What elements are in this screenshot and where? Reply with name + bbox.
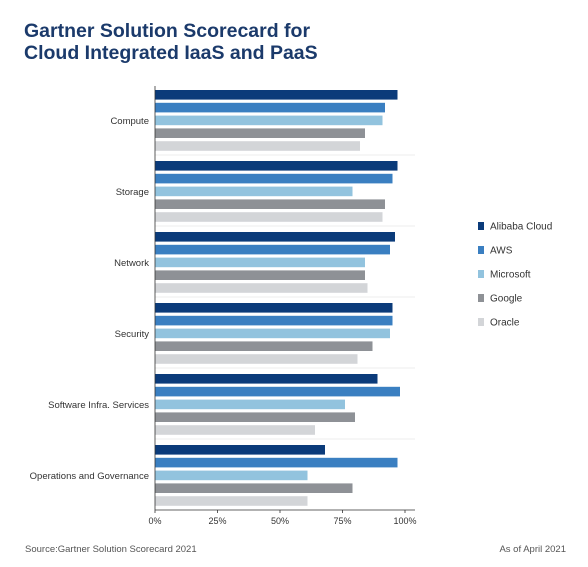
legend-label: Google (490, 294, 523, 305)
bar-aws-software-infra-services (155, 386, 400, 397)
bar-oracle-operations-and-governance (155, 496, 308, 506)
date-note: As of April 2021 (499, 544, 566, 555)
bar-microsoft-software-infra-services (155, 399, 345, 410)
source-note: Source:Gartner Solution Scorecard 2021 (25, 544, 197, 555)
legend-label: Oracle (490, 318, 520, 329)
bar-aws-storage (155, 173, 393, 184)
bar-aws-network (155, 244, 390, 255)
bar-alibaba-cloud-network (155, 232, 395, 242)
legend-label: Microsoft (490, 270, 531, 281)
bar-google-operations-and-governance (155, 483, 353, 493)
bar-aws-compute (155, 102, 385, 113)
bar-google-network (155, 270, 365, 280)
legend-swatch (478, 246, 484, 254)
category-label: Security (115, 329, 150, 340)
bar-google-compute (155, 128, 365, 138)
category-label: Operations and Governance (30, 471, 149, 482)
bar-aws-operations-and-governance (155, 457, 398, 468)
category-label: Network (114, 258, 149, 269)
bar-microsoft-storage (155, 186, 353, 197)
legend-swatch (478, 222, 484, 230)
category-label: Storage (116, 187, 149, 198)
legend-swatch (478, 270, 484, 278)
category-label: Software Infra. Services (48, 400, 149, 411)
bar-alibaba-cloud-operations-and-governance (155, 445, 325, 455)
chart-title-line-1: Gartner Solution Scorecard for (24, 20, 311, 42)
legend-swatch (478, 294, 484, 302)
bar-oracle-network (155, 283, 368, 293)
bar-microsoft-compute (155, 115, 383, 126)
bar-alibaba-cloud-software-infra-services (155, 374, 378, 384)
bar-oracle-security (155, 354, 358, 364)
x-tick-label: 0% (148, 516, 161, 526)
bar-google-software-infra-services (155, 412, 355, 422)
bar-oracle-storage (155, 212, 383, 222)
x-tick-label: 25% (208, 516, 226, 526)
bar-oracle-software-infra-services (155, 425, 315, 435)
x-tick-label: 100% (393, 516, 416, 526)
bar-microsoft-network (155, 257, 365, 268)
category-label: Compute (110, 116, 149, 127)
bar-aws-security (155, 315, 393, 326)
legend-label: Alibaba Cloud (490, 222, 552, 233)
x-tick-label: 75% (333, 516, 351, 526)
legend-swatch (478, 318, 484, 326)
bar-google-security (155, 341, 373, 351)
bar-alibaba-cloud-security (155, 303, 393, 313)
x-tick-label: 50% (271, 516, 289, 526)
chart-title-line-2: Cloud Integrated IaaS and PaaS (24, 42, 318, 64)
bar-oracle-compute (155, 141, 360, 151)
legend-label: AWS (490, 246, 513, 257)
bar-google-storage (155, 199, 385, 209)
bar-microsoft-operations-and-governance (155, 470, 308, 481)
bar-alibaba-cloud-compute (155, 90, 398, 100)
bar-alibaba-cloud-storage (155, 161, 398, 171)
bar-microsoft-security (155, 328, 390, 339)
chart-title: Gartner Solution Scorecard for Cloud Int… (24, 20, 318, 64)
